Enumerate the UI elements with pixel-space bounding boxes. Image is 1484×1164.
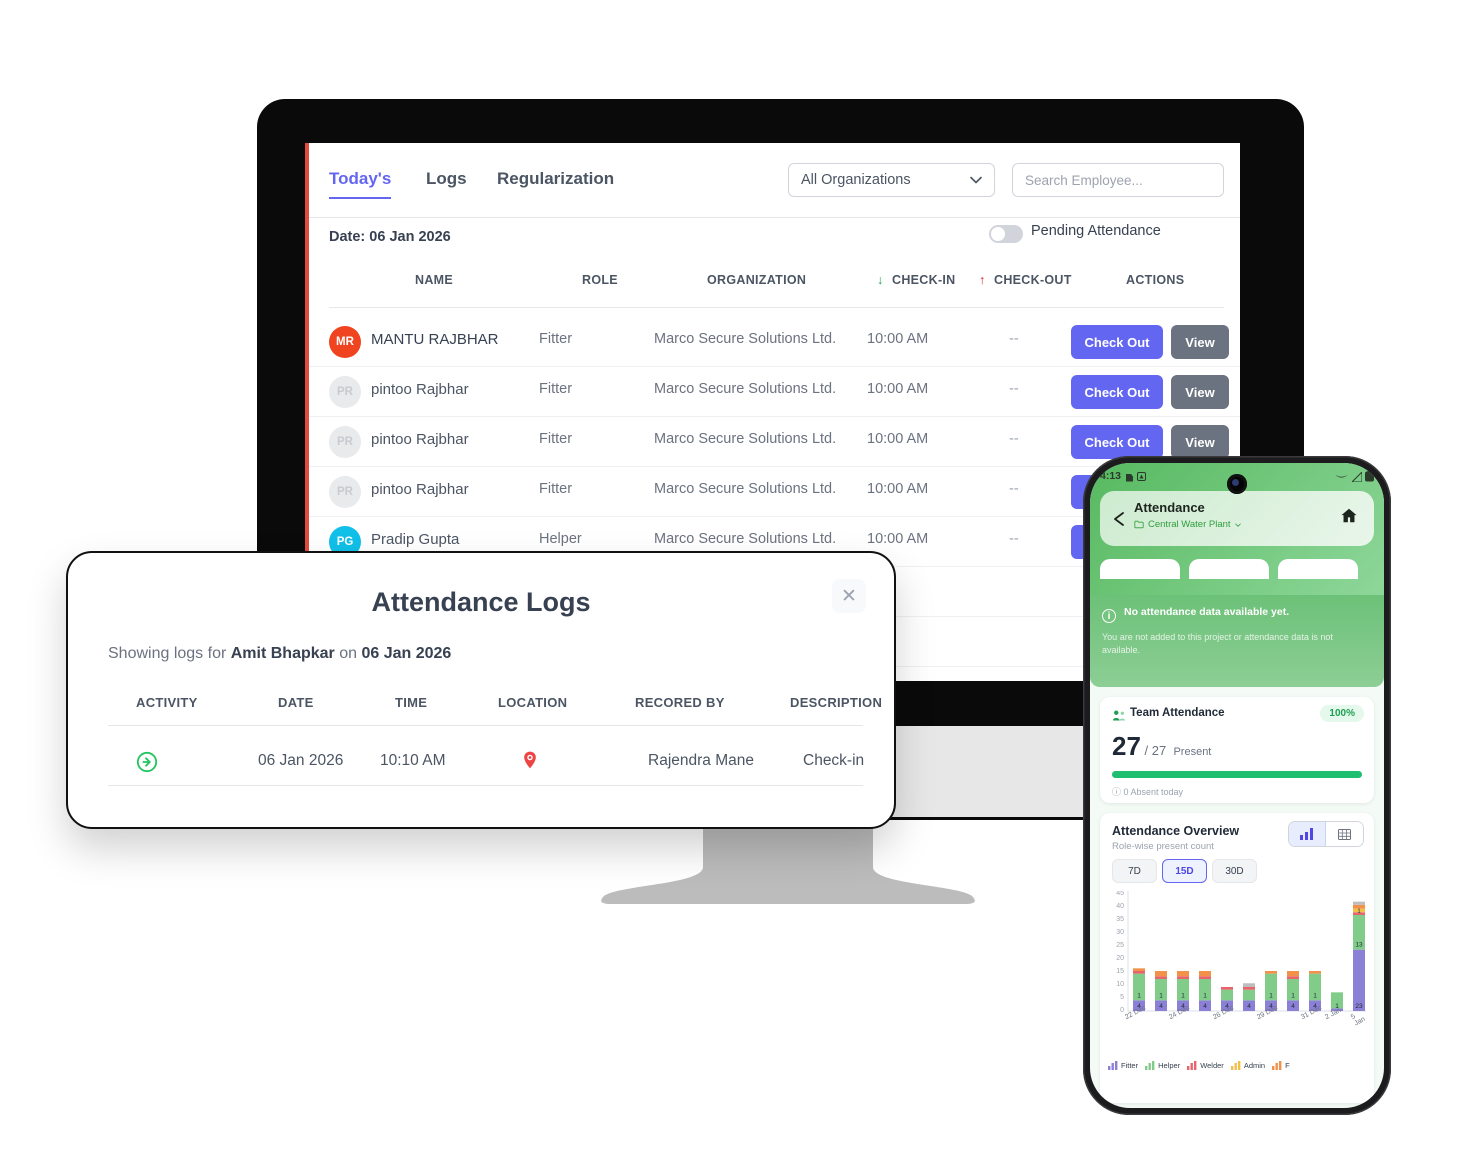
svg-text:13: 13 (1355, 942, 1363, 949)
svg-text:1: 1 (1181, 992, 1185, 999)
MANTU RAJBHAR: MR MANTU RAJBHAR Fitter Marco Secure Soluti… (309, 317, 1240, 367)
svg-text:5: 5 (1120, 994, 1124, 1001)
svg-text:1: 1 (1137, 992, 1141, 999)
pintoo Rajbhar: PR pintoo Rajbhar Fitter Marco Secure Solut… (309, 367, 1240, 417)
svg-text:4: 4 (1247, 1003, 1251, 1010)
svg-text:10: 10 (1116, 981, 1124, 988)
svg-text:30: 30 (1116, 929, 1124, 936)
svg-text:0: 0 (1120, 1007, 1124, 1014)
svg-text:4: 4 (1203, 1003, 1207, 1010)
svg-text:1: 1 (1203, 992, 1207, 999)
svg-text:4: 4 (1291, 1003, 1295, 1010)
svg-text:4: 4 (1159, 1003, 1163, 1010)
svg-text:1: 1 (1313, 992, 1317, 999)
svg-text:15: 15 (1116, 968, 1124, 975)
svg-text:1: 1 (1291, 992, 1295, 999)
svg-text:35: 35 (1116, 916, 1124, 923)
svg-text:1: 1 (1159, 992, 1163, 999)
svg-text:25: 25 (1116, 942, 1124, 949)
svg-text:45: 45 (1116, 891, 1124, 897)
pintoo Rajbhar: PR pintoo Rajbhar Fitter Marco Secure Solut… (309, 417, 1240, 467)
svg-text:1: 1 (1269, 992, 1273, 999)
svg-text:20: 20 (1116, 955, 1124, 962)
svg-text:40: 40 (1116, 903, 1124, 910)
